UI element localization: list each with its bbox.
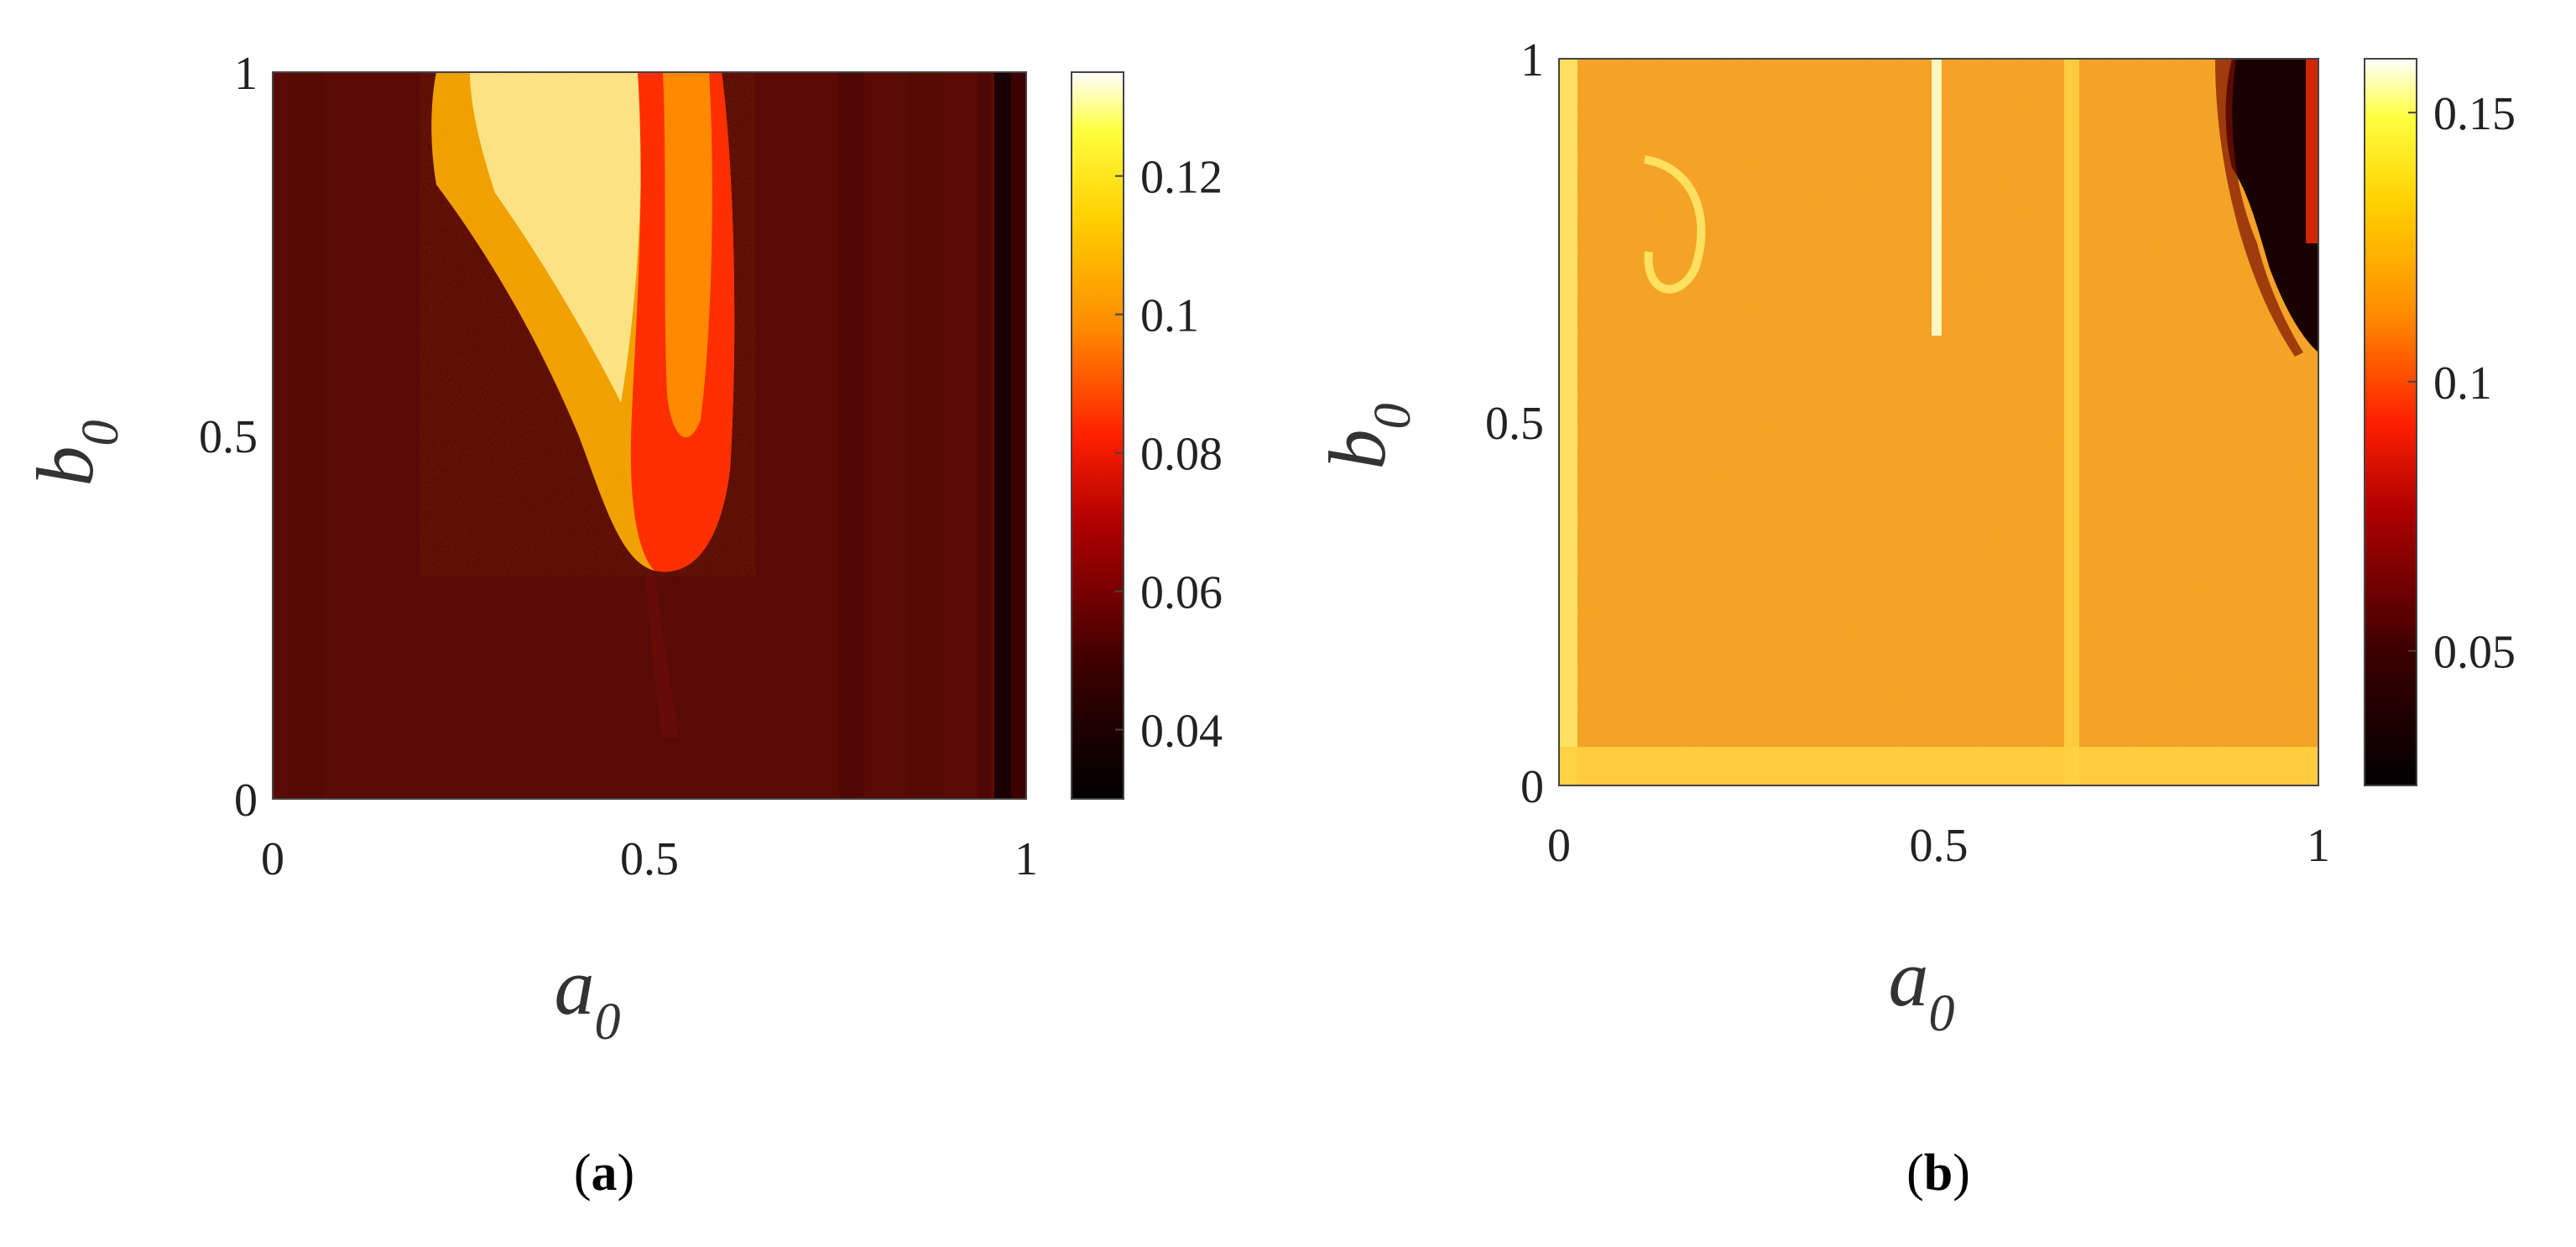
y-tick-label: 0 <box>234 775 258 827</box>
colorbar-a: 0.04 0.06 0.08 0.1 0.12 <box>1071 71 1223 800</box>
x-tick-label: 0 <box>261 833 284 885</box>
colorbar-tick-label: 0.08 <box>1140 429 1223 481</box>
y-axis-label-b: b0 <box>1312 404 1421 470</box>
x-tick-label: 0.5 <box>1910 820 1969 872</box>
y-tick-label: 0.5 <box>199 411 258 463</box>
x-tick-label: 1 <box>2307 820 2330 872</box>
colorbar-tick-label: 0.04 <box>1140 706 1223 758</box>
heatmap-a-stripes <box>289 72 1026 799</box>
heatmap-b-mid-stripe <box>1932 59 1942 336</box>
x-tick-label: 0.5 <box>620 833 679 885</box>
y-tick-label: 1 <box>234 48 258 100</box>
colorbar-tick-label: 0.1 <box>2433 357 2492 410</box>
panel-a: 0.040.060.080.10.12 0 0.5 1 00.51 a0 b0 (a… <box>20 48 1223 1202</box>
colorbar-a-gradient <box>1071 71 1124 800</box>
plot-frame-b <box>1558 58 2319 786</box>
heatmap-b-dark-fringe <box>2215 59 2303 357</box>
y-ticks-b: 00.51 <box>1485 34 1544 813</box>
heatmap-b-bottom-band <box>1559 747 2318 785</box>
plot-frame-a <box>272 71 1027 800</box>
x-tick-label: 1 <box>1014 833 1038 885</box>
colorbar-tick-label: 0.1 <box>1140 290 1199 342</box>
panel-b: 0.050.10.15 0 0.5 1 00.51 a0 b0 (b) <box>1312 34 2516 1202</box>
heatmap-b-right-stripe <box>2064 59 2079 785</box>
colorbar-a-ticks: 0.04 0.06 0.08 0.1 0.12 <box>1115 152 1223 758</box>
heatmap-b-dark-corner <box>2225 59 2318 352</box>
heatmap-b-right-edge <box>2306 59 2318 243</box>
x-ticks-a: 0 0.5 1 <box>261 833 1038 885</box>
colorbar-tick-label: 0.05 <box>2433 627 2516 679</box>
heatmap-b-left-stripe <box>1559 59 1577 785</box>
heatmap-b <box>1559 59 2318 785</box>
heatmap-a <box>273 72 1026 799</box>
heatmap-a-tongue-texture <box>420 72 755 576</box>
x-ticks-b: 0 0.5 1 <box>1547 820 2330 872</box>
colorbar-tick-label: 0.06 <box>1140 567 1223 619</box>
panel-caption-b: (b) <box>1906 1145 1970 1202</box>
colorbar-tick-label: 0.15 <box>2433 88 2516 140</box>
y-axis-label-a: b0 <box>20 420 129 487</box>
y-tick-label: 0 <box>1520 761 1544 813</box>
colorbar-b-ticks: 0.05 0.1 0.15 <box>2408 88 2516 679</box>
y-tick-label: 1 <box>1520 34 1544 86</box>
y-ticks-a: 00.51 <box>199 48 258 827</box>
x-tick-label: 0 <box>1547 820 1571 872</box>
x-axis-label-b: a0 <box>1889 933 1955 1042</box>
panel-caption-a: (a) <box>574 1145 634 1202</box>
x-axis-label-a: a0 <box>555 942 621 1051</box>
y-tick-label: 0.5 <box>1485 398 1544 450</box>
heatmap-a-shadow <box>646 571 680 738</box>
colorbar-tick-label: 0.12 <box>1140 152 1223 204</box>
colorbar-b: 0.05 0.1 0.15 <box>2364 58 2516 786</box>
colorbar-b-gradient <box>2364 58 2417 786</box>
heatmap-b-left-swirl <box>1644 155 1706 294</box>
